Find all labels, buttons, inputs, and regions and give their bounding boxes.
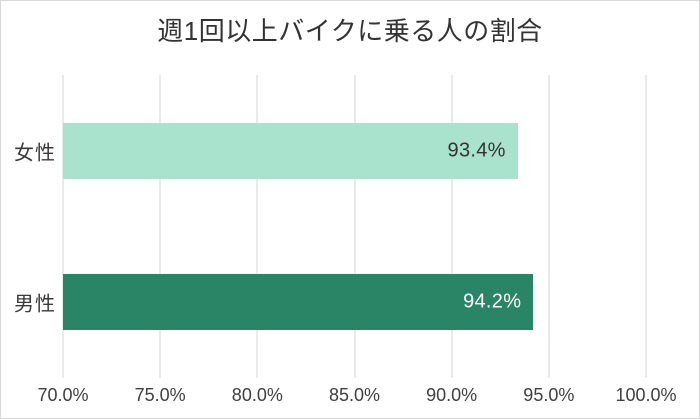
bar-女性: 93.4%	[63, 122, 518, 179]
bar-value-label-女性: 93.4%	[447, 139, 506, 162]
gridline-95.0%	[547, 75, 550, 378]
gridline-70.0%	[62, 75, 64, 378]
x-tick-label-80.0%: 80.0%	[231, 385, 283, 405]
x-tick-label-100.0%: 100.0%	[615, 385, 677, 405]
bar-男性: 94.2%	[63, 274, 534, 331]
x-tick-label-90.0%: 90.0%	[426, 385, 478, 405]
chart-title: 週1回以上バイクに乗る人の割合	[157, 16, 543, 46]
gridline-85.0%	[353, 75, 356, 378]
plot-area: 93.4% 94.2%	[62, 75, 647, 378]
gridline-100.0%	[645, 75, 647, 378]
bar-value-label-男性: 94.2%	[463, 290, 522, 313]
x-tick-label-75.0%: 75.0%	[134, 385, 186, 405]
x-axis-tick-labels: 70.0% 75.0% 80.0% 85.0% 90.0% 95.0% 100.0%	[37, 385, 676, 411]
y-category-label-女性: 女性	[14, 142, 56, 165]
x-tick-label-85.0%: 85.0%	[328, 385, 381, 405]
gridline-75.0%	[159, 75, 162, 378]
x-tick-label-70.0%: 70.0%	[37, 385, 89, 405]
x-tick-label-95.0%: 95.0%	[523, 385, 575, 405]
y-axis-category-labels: 女性 男性	[1, 1, 56, 418]
gridline-80.0%	[256, 75, 259, 378]
gridline-90.0%	[450, 75, 453, 378]
y-category-label-男性: 男性	[14, 293, 56, 316]
